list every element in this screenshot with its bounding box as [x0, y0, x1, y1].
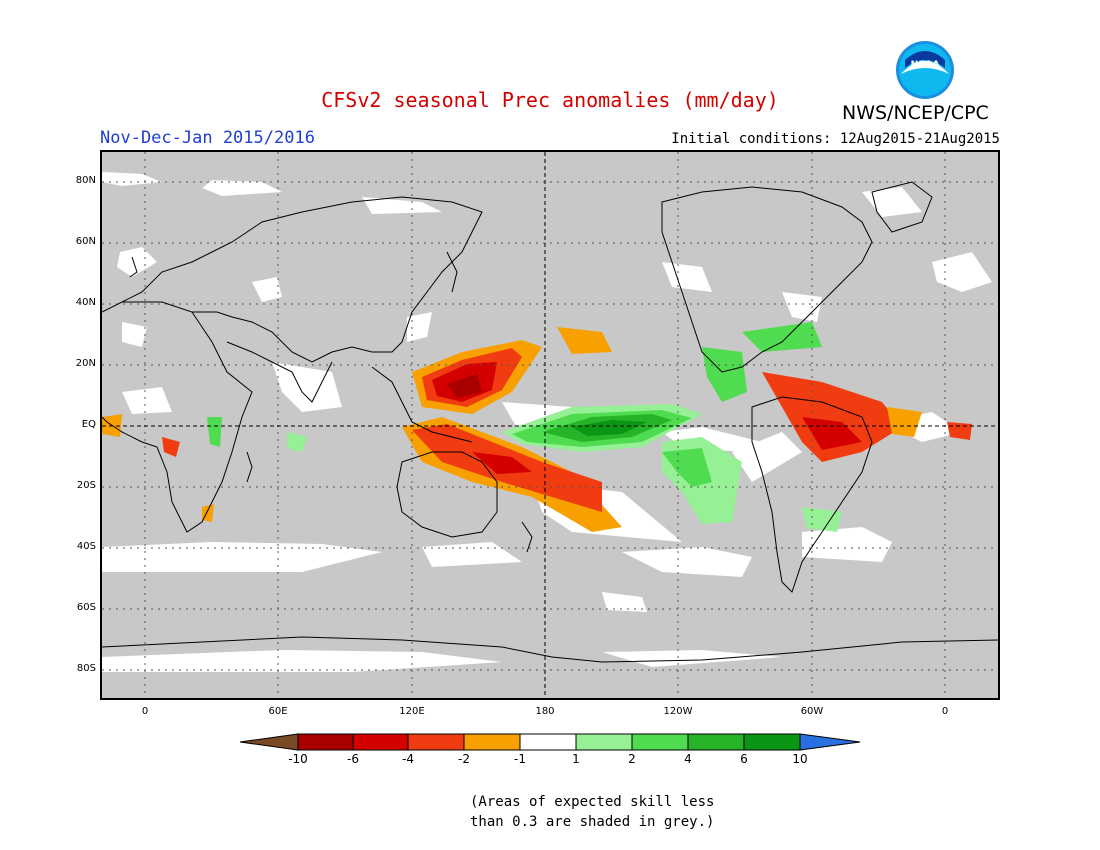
lon-label-0-east: 0 — [941, 706, 949, 717]
colorbar-label: 2 — [628, 752, 636, 766]
lon-label-120w: 120W — [663, 706, 693, 717]
wet-anomaly-areas — [207, 322, 842, 532]
initial-conditions: Initial conditions: 12Aug2015-21Aug2015 — [671, 131, 1000, 147]
colorbar-label: -2 — [458, 752, 470, 766]
colorbar-bin — [519, 733, 577, 751]
colorbar-bin — [463, 733, 521, 751]
colorbar-label: -4 — [402, 752, 414, 766]
lat-label-20s: 20S — [76, 480, 96, 491]
colorbar — [240, 733, 861, 751]
colorbar-label: 10 — [792, 752, 808, 766]
lat-label-20n: 20N — [75, 358, 96, 369]
colorbar-label: -1 — [514, 752, 526, 766]
lon-label-120e: 120E — [399, 706, 425, 717]
equator-dateline — [102, 152, 998, 698]
lat-label-40n: 40N — [75, 297, 96, 308]
forecast-period: Nov-Dec-Jan 2015/2016 — [100, 128, 315, 148]
coastlines — [102, 181, 998, 663]
map-svg — [102, 152, 998, 698]
colorbar-end-high — [799, 733, 861, 751]
colorbar-label: 6 — [740, 752, 748, 766]
colorbar-bin — [631, 733, 689, 751]
skill-note-line1: (Areas of expected skill less — [470, 794, 715, 810]
colorbar-bin — [297, 733, 354, 751]
colorbar-bin — [743, 733, 801, 751]
lat-label-80n: 80N — [75, 175, 96, 186]
noaa-logo-text: NOAA — [911, 60, 940, 70]
noaa-logo: NOAA — [895, 40, 955, 100]
lat-label-60n: 60N — [75, 236, 96, 247]
lon-label-0: 0 — [141, 706, 149, 717]
chart-title: CFSv2 seasonal Prec anomalies (mm/day) — [321, 88, 779, 112]
agency-label: NWS/NCEP/CPC — [842, 102, 989, 124]
lat-label-80s: 80S — [76, 663, 96, 674]
colorbar-bin — [575, 733, 633, 751]
colorbar-bin — [407, 733, 465, 751]
lon-label-60e: 60E — [268, 706, 288, 717]
lat-label-40s: 40S — [76, 541, 96, 552]
lon-label-180: 180 — [535, 706, 555, 717]
colorbar-label: -6 — [347, 752, 359, 766]
colorbar-bin — [687, 733, 745, 751]
lon-label-60w: 60W — [800, 706, 824, 717]
skill-note: (Areas of expected skill less than 0.3 a… — [470, 792, 730, 832]
graticule — [102, 152, 998, 698]
colorbar-end-low — [240, 733, 299, 751]
lat-label-eq: EQ — [81, 419, 96, 430]
dry-anomaly-areas — [102, 327, 972, 532]
precip-anomaly-map — [100, 150, 1000, 700]
colorbar-label: -10 — [288, 752, 308, 766]
colorbar-label: 1 — [572, 752, 580, 766]
skill-note-line2: than 0.3 are shaded in grey.) — [470, 814, 715, 830]
lat-label-60s: 60S — [76, 602, 96, 613]
colorbar-label: 4 — [684, 752, 692, 766]
colorbar-bin — [352, 733, 409, 751]
